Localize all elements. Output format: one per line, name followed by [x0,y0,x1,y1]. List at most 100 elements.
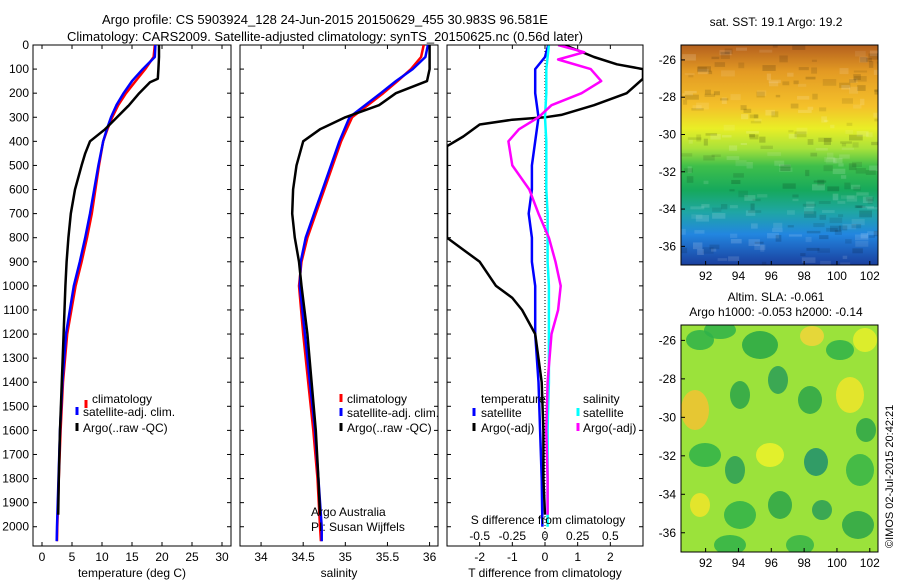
map-y-tick-label: -26 [659,333,677,347]
sst-texture-cell [686,176,694,183]
sla-blob [786,535,814,552]
sst-texture-cell [726,156,740,161]
x2-tick-label: 0 [542,529,549,543]
y-tick-label: 800 [9,231,29,245]
sst-texture-cell [681,153,693,157]
sst-texture-cell [749,134,759,140]
sst-texture-cell [704,89,711,95]
sst-texture-cell [876,53,878,60]
sla-blob [856,418,876,442]
series-line-satellite [543,45,551,527]
sla-blob [836,377,864,413]
legend-label-climatology: climatology [92,392,152,406]
sst-texture-cell [841,143,847,147]
sla-heatmap-blobs [681,325,877,552]
y-tick-label: 700 [9,207,29,221]
sst-texture-cell [821,116,827,123]
x-tick-label: 10 [95,550,109,564]
sst-texture-cell [848,163,857,171]
sst-texture-cell [804,211,817,218]
sst-texture-cell [774,160,785,166]
sst-texture-cell [772,45,778,48]
sst-texture-cell [853,74,861,81]
sst-texture-cell [779,55,788,63]
y-tick-label: 1600 [2,423,29,437]
sst-texture-cell [790,103,799,109]
sst-texture-cell [703,180,709,185]
sla-blob [804,448,828,476]
x-axis-label: salinity [321,566,358,580]
sst-texture-cell [751,223,758,229]
x-tick-label: 34.5 [292,550,316,564]
sst-texture-cell [851,218,865,226]
sst-texture-cell [824,157,836,162]
sst-texture-cell [682,93,693,96]
sst-texture-cell [837,200,846,204]
sst-texture-cell [813,180,827,183]
sst-texture-cell [819,235,829,240]
sst-texture-cell [868,235,875,238]
series-line-argo-adj- [507,45,603,515]
map-y-tick-label: -36 [659,526,677,540]
y-tick-label: 1200 [2,327,29,341]
map-x-tick-label: 98 [797,269,811,283]
sst-texture-cell [842,223,857,230]
sst-texture-cell [775,234,782,242]
sst-texture-cell [853,104,862,109]
sst-texture-cell [688,74,694,78]
sst-texture-cell [876,61,878,64]
sst-texture-cell [865,170,876,175]
sst-texture-cell [859,56,868,63]
series-line-satellite [527,45,550,527]
sst-texture-cell [798,109,812,113]
sst-texture-cell [815,147,828,151]
sst-texture-cell [750,203,755,211]
sst-texture-cell [754,244,766,250]
legend-label-t-satellite: satellite [481,406,522,420]
sst-texture-cell [806,201,815,208]
sst-texture-cell [806,247,820,251]
sla-blob [826,340,854,360]
sst-texture-cell [714,62,726,67]
sst-texture-cell [738,62,745,69]
x-axis-label: temperature (deg C) [78,566,186,580]
sst-texture-cell [723,124,735,131]
sst-texture-cell [827,152,834,160]
sst-texture-cell [867,207,878,210]
sst-texture-cell [730,94,741,101]
sst-texture-cell [853,70,868,73]
sst-texture-cell [807,139,814,145]
sst-texture-cell [771,111,779,118]
sst-texture-cell [697,66,711,72]
sst-texture-cell [805,76,816,80]
sst-texture-cell [839,82,851,88]
sst-texture-cell [848,86,859,94]
sst-texture-cell [681,247,688,254]
map-x-tick-label: 102 [860,556,880,570]
difference-profile-panel [447,45,643,546]
sla-map-frame [680,324,879,553]
sst-texture-cell [759,136,766,143]
x-axis-label: T difference from climatology [468,566,622,580]
sst-texture-cell [720,51,730,55]
sst-texture-cell [760,145,773,150]
sst-texture-cell [690,206,705,210]
sst-texture-cell [750,120,762,124]
temperature-profile-panel: 0100200300400500600700800900100011001200… [2,38,232,580]
sst-texture-cell [873,69,878,75]
sla-blob [798,386,822,414]
sst-texture-cell [691,108,704,111]
sst-texture-cell [805,236,812,243]
legend-label-t-argo: Argo(-adj) [481,421,534,435]
sst-texture-cell [709,244,720,250]
sst-texture-cell [840,141,852,144]
sla-blob [756,443,784,467]
sst-texture-cell [848,134,863,141]
sst-texture-cell [697,248,704,255]
sst-texture-cell [703,155,715,161]
plot-title-line2: Climatology: CARS2009. Satellite-adjuste… [67,29,583,44]
sst-texture-cell [812,93,818,100]
sst-texture-cell [802,203,816,207]
sst-texture-cell [705,133,718,136]
sst-texture-cell [793,80,799,85]
